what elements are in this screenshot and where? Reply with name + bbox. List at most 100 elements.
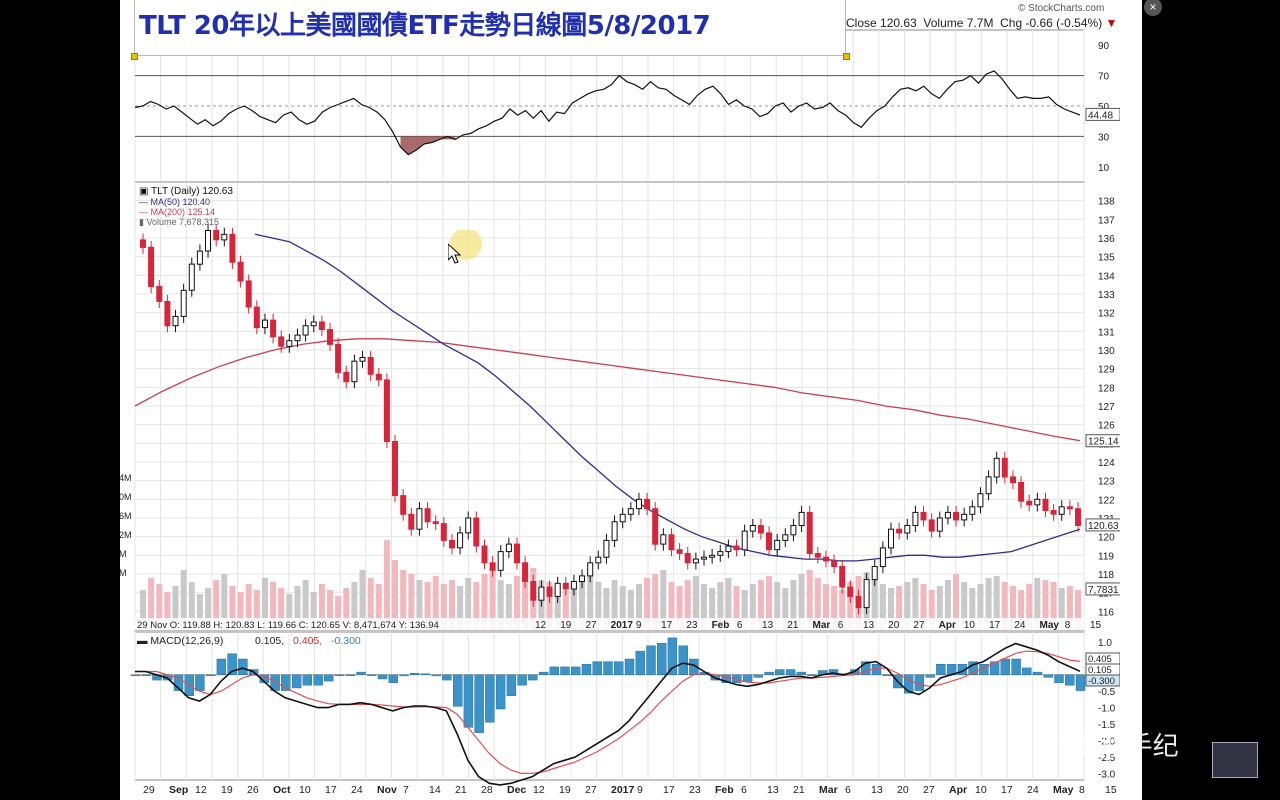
candle xyxy=(164,301,171,327)
candle xyxy=(245,280,252,308)
macd-histogram-bar xyxy=(238,658,248,676)
ohlc-bar xyxy=(135,618,1084,630)
volume-bar xyxy=(741,590,748,630)
volume-last-value-box xyxy=(1085,582,1120,596)
macd-histogram-bar xyxy=(1011,658,1021,676)
volume-bar xyxy=(294,586,301,630)
candle xyxy=(1075,508,1081,527)
volume-bar xyxy=(627,590,634,630)
candle xyxy=(424,508,431,523)
candle xyxy=(270,319,277,338)
resize-handle[interactable] xyxy=(131,53,138,60)
candle xyxy=(327,329,333,345)
macd-histogram-bar xyxy=(721,674,731,683)
candle xyxy=(473,517,480,547)
macd-histogram-bar xyxy=(334,674,345,676)
volume-bar xyxy=(457,586,464,630)
x-tick-label: 9 xyxy=(637,784,643,796)
macd-histogram-bar xyxy=(528,674,538,681)
volume-bar xyxy=(351,582,358,630)
candle xyxy=(213,230,220,241)
volume-bar xyxy=(733,586,740,630)
volume-bar xyxy=(944,580,951,630)
candle xyxy=(668,534,675,551)
price-tick-label: 132 xyxy=(1098,309,1115,320)
resize-handle[interactable] xyxy=(843,53,850,60)
volume-bar xyxy=(692,576,699,630)
volume-bar xyxy=(619,586,626,630)
rsi-last-box xyxy=(1085,107,1120,121)
candle xyxy=(961,513,968,521)
candle xyxy=(262,319,268,329)
macd-histogram-bar xyxy=(324,674,334,682)
close-last-value-box xyxy=(1085,518,1120,532)
macd-histogram-bar xyxy=(474,674,484,733)
candle xyxy=(993,457,1000,478)
candle xyxy=(652,508,659,545)
candle xyxy=(432,521,439,525)
candle xyxy=(969,506,976,515)
macd-tick-label: 1.0 xyxy=(1098,638,1112,649)
candle xyxy=(741,530,748,551)
macd-tick-label: -3.0 xyxy=(1098,769,1116,780)
rsi-oversold-fill xyxy=(400,136,456,155)
price-tick-label: 119 xyxy=(1098,551,1114,562)
x-tick-label: 27 xyxy=(913,620,925,631)
volume-bar xyxy=(140,590,146,630)
price-tick-label: 138 xyxy=(1098,197,1115,208)
candle xyxy=(977,493,984,508)
price-tick-label: 133 xyxy=(1098,290,1115,301)
volume-bar xyxy=(367,578,374,630)
volume-bar xyxy=(1058,588,1065,630)
volume-bar xyxy=(522,572,529,630)
macd-histogram-bar xyxy=(1054,674,1064,683)
candle xyxy=(806,511,813,555)
candle xyxy=(985,476,992,495)
x-tick-label: 27 xyxy=(585,620,597,631)
volume-bar xyxy=(668,582,675,630)
volume-bar xyxy=(717,582,724,630)
close-icon[interactable]: × xyxy=(1144,0,1162,16)
macd-histogram-bar xyxy=(216,658,227,676)
volume-bar xyxy=(1018,590,1025,630)
candle xyxy=(1001,457,1008,478)
volume-bar xyxy=(375,584,382,630)
volume-bar xyxy=(188,582,195,630)
volume-bar xyxy=(766,576,772,630)
candle xyxy=(570,581,577,590)
candle xyxy=(1018,482,1025,502)
volume-bar xyxy=(148,578,155,630)
price-tick-label: 130 xyxy=(1098,346,1115,357)
volume-bar xyxy=(798,574,805,630)
candle xyxy=(440,523,447,541)
volume-bar xyxy=(985,578,992,630)
candle xyxy=(879,547,886,568)
candle xyxy=(936,517,943,532)
volume-bar xyxy=(440,584,447,630)
candle xyxy=(660,534,667,545)
rsi-tick-label: 90 xyxy=(1098,41,1110,52)
macd-histogram-bar xyxy=(1075,674,1086,691)
x-tick-label: 9 xyxy=(636,620,642,631)
volume-bar xyxy=(652,574,659,630)
watermark-logo xyxy=(1212,742,1258,778)
volume-bar xyxy=(936,586,943,630)
volume-bar xyxy=(1050,582,1057,630)
title-box[interactable]: TLT 20年以上美國國債ETF走勢日線圖5/8/2017 xyxy=(134,0,846,56)
x-tick-label: 13 xyxy=(863,620,875,631)
close-value: 120.63 xyxy=(880,16,917,30)
volume-bar xyxy=(725,578,732,630)
candle xyxy=(831,560,838,568)
candle xyxy=(465,517,472,534)
candle xyxy=(904,525,911,534)
price-tick-label: 136 xyxy=(1098,234,1115,245)
macd-line xyxy=(135,642,1081,786)
x-tick-label: 23 xyxy=(686,620,698,631)
header-stats: Close 120.63 Volume 7.7M Chg -0.66 (-0.5… xyxy=(846,16,1117,30)
macd-histogram-bar xyxy=(635,650,645,675)
candle xyxy=(595,556,602,564)
candle xyxy=(310,321,317,327)
candle xyxy=(286,340,293,347)
volume-bar xyxy=(871,580,878,630)
x-tick-label: 6 xyxy=(838,620,844,631)
